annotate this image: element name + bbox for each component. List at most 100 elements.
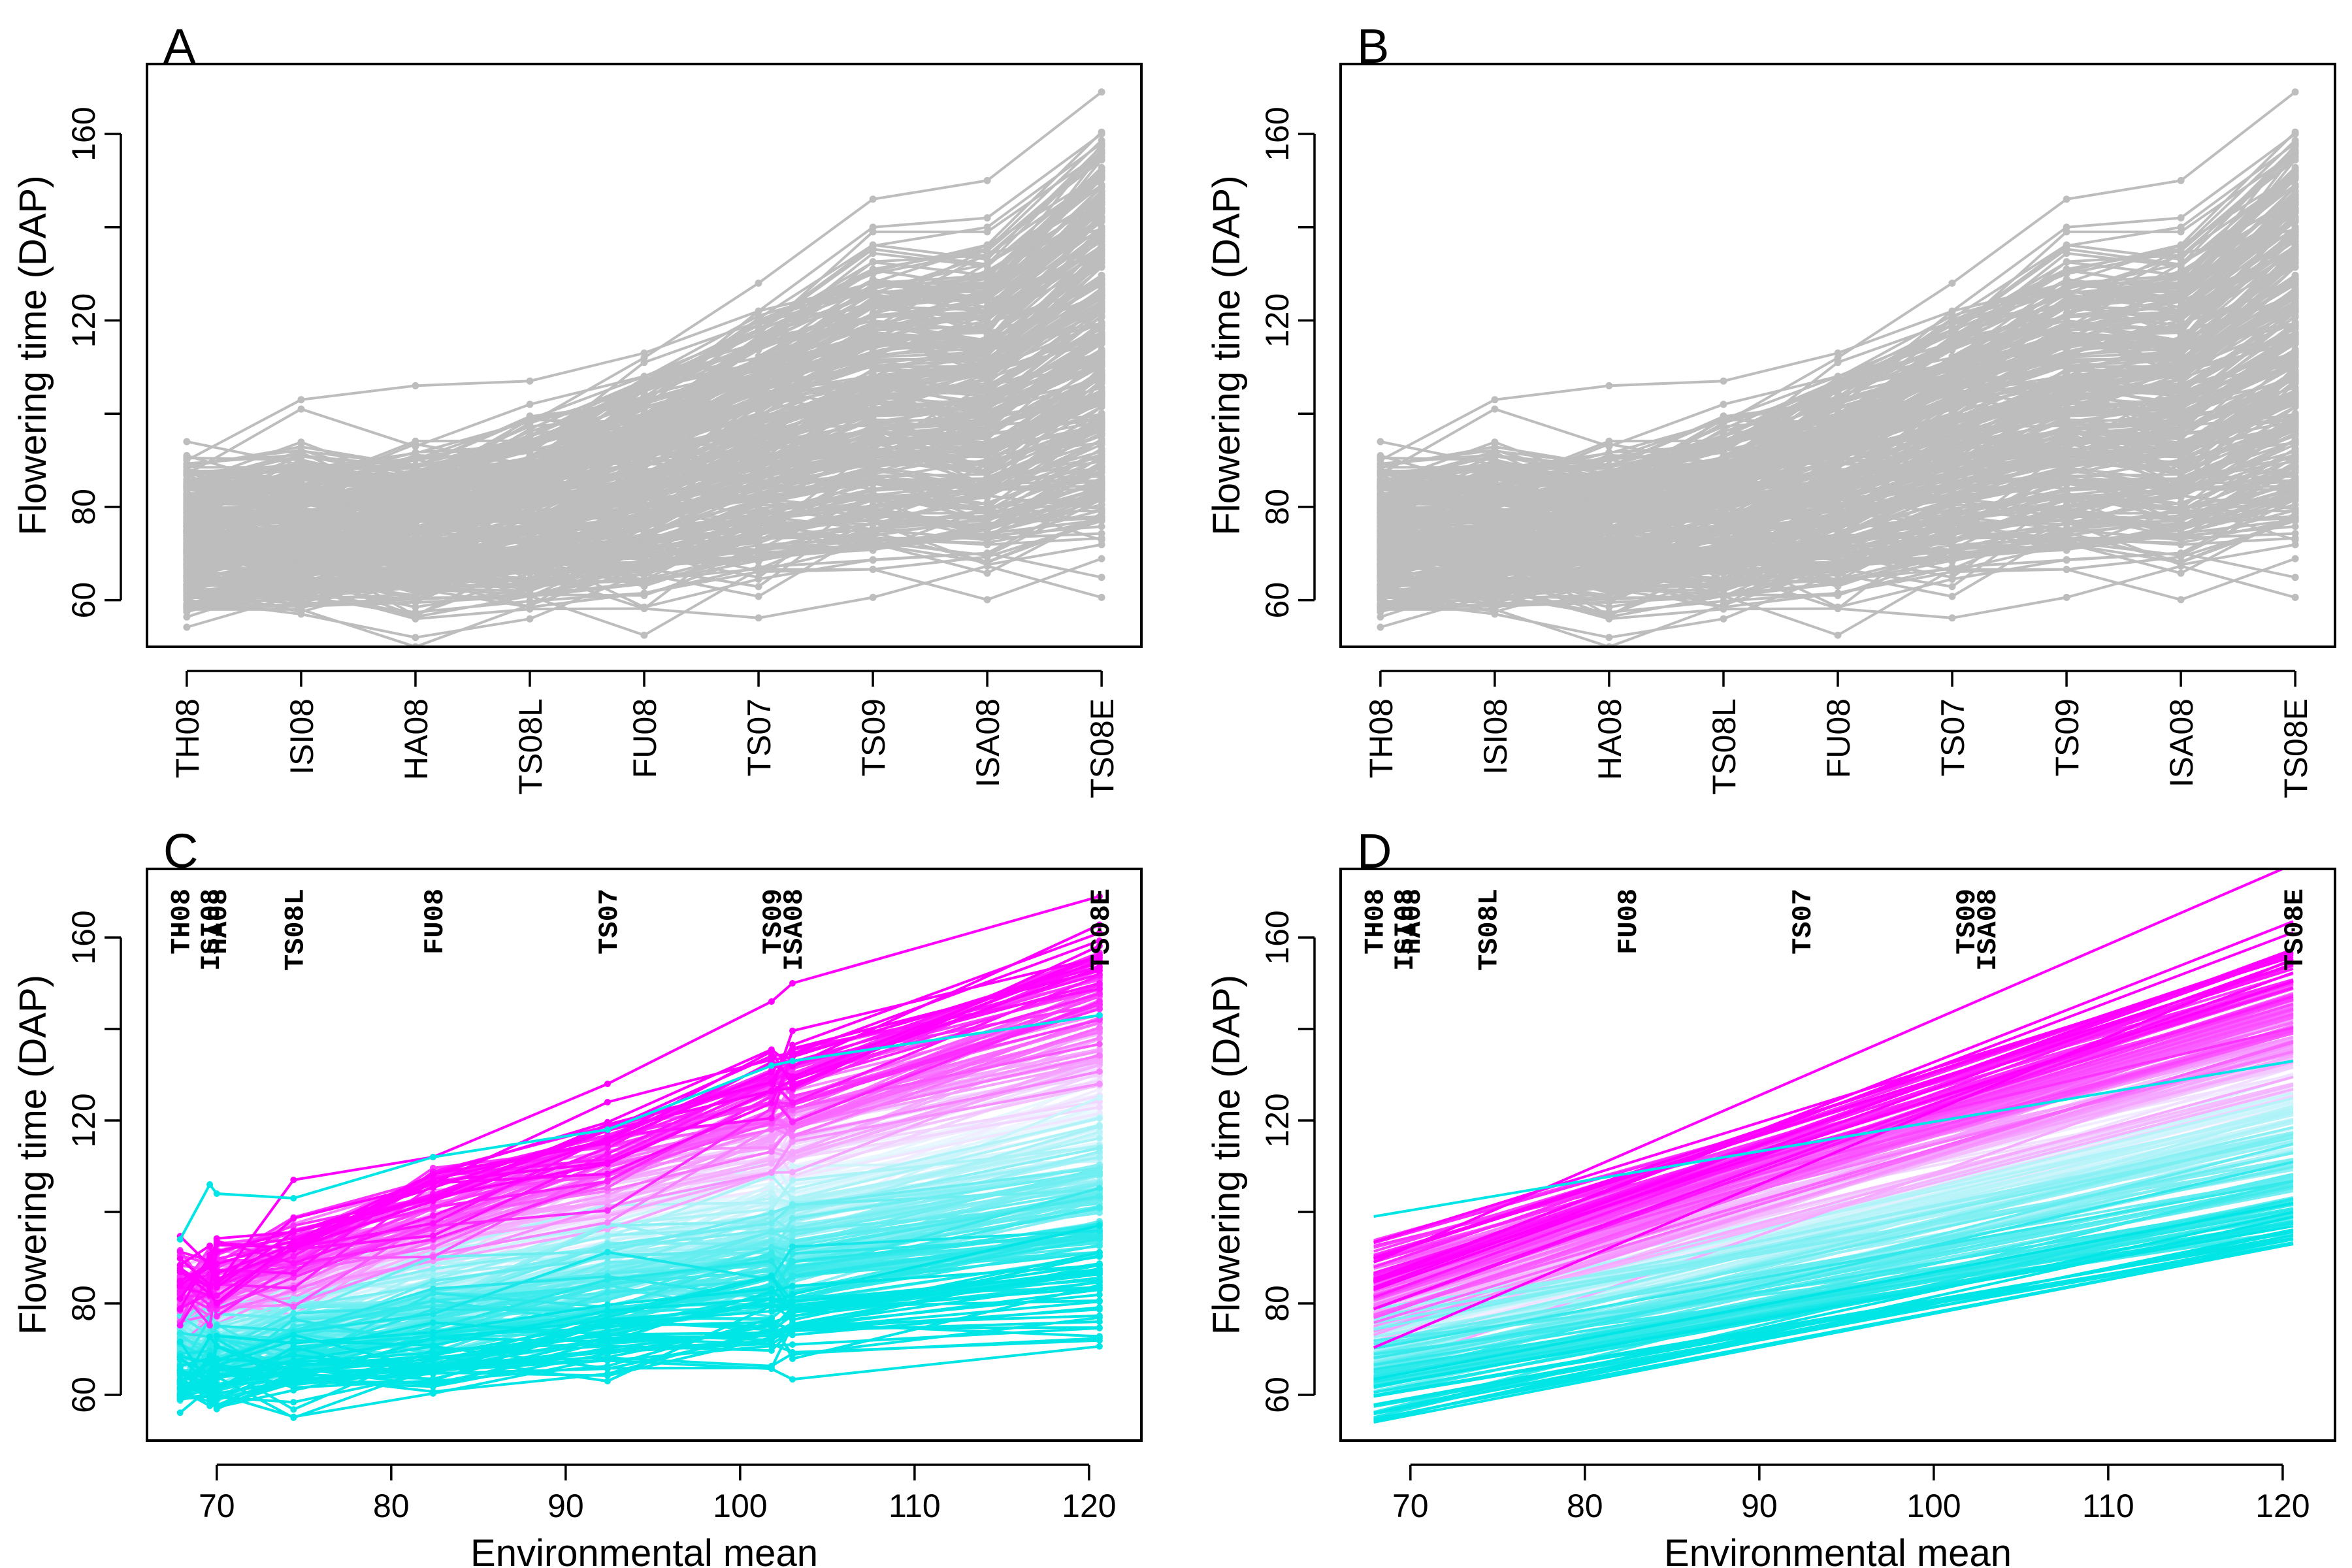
data-point [640, 395, 648, 402]
data-point [1948, 553, 1956, 561]
data-point [2063, 566, 2070, 573]
data-point [869, 556, 877, 564]
data-point [1098, 231, 1105, 239]
data-point [983, 241, 991, 249]
data-point [2291, 322, 2299, 330]
data-point [755, 510, 762, 518]
data-point [640, 582, 648, 590]
data-point [755, 462, 762, 470]
data-point [297, 535, 305, 543]
data-point [755, 527, 762, 534]
data-point [983, 261, 991, 269]
data-point [412, 502, 419, 510]
data-point [755, 536, 762, 544]
data-point [983, 385, 991, 393]
data-point [297, 606, 305, 613]
data-point [2177, 530, 2185, 538]
plot-frame [146, 63, 1143, 648]
data-point [526, 455, 534, 463]
data-point [1098, 574, 1105, 581]
x-tick-label: TH08 [169, 698, 206, 778]
data-point [983, 559, 991, 566]
data-point [412, 603, 419, 611]
data-point [869, 426, 877, 434]
data-point [526, 467, 534, 475]
data-point [412, 612, 419, 619]
data-point [1605, 537, 1613, 545]
data-point [183, 480, 191, 487]
data-point [2063, 453, 2070, 461]
y-tick-label: 120 [65, 293, 102, 348]
data-point [869, 336, 877, 344]
data-point [755, 431, 762, 439]
data-point [2063, 543, 2070, 551]
data-point [2291, 439, 2299, 447]
data-point [755, 468, 762, 476]
data-point [1948, 476, 1956, 484]
x-tick-label: ISA08 [970, 698, 1006, 787]
data-point [983, 357, 991, 365]
data-point [297, 546, 305, 554]
data-point [2291, 331, 2299, 338]
data-point [1098, 463, 1105, 471]
data-point [983, 336, 991, 344]
data-point [2291, 530, 2299, 538]
data-point [297, 515, 305, 523]
data-point [2291, 473, 2299, 480]
data-point [869, 440, 877, 448]
data-point [526, 546, 534, 554]
data-point [526, 509, 534, 516]
data-point [983, 440, 991, 448]
data-point [869, 388, 877, 396]
data-point [983, 410, 991, 417]
data-point [755, 553, 762, 561]
y-tick-label: 160 [65, 106, 102, 161]
data-point [2177, 431, 2185, 438]
data-point [183, 564, 191, 572]
data-point [640, 631, 648, 639]
data-point [869, 485, 877, 493]
data-point [412, 543, 419, 551]
data-point [869, 242, 877, 250]
data-point [1834, 545, 1842, 553]
data-point [640, 497, 648, 505]
data-point [640, 382, 648, 389]
data-point [2177, 569, 2185, 577]
data-point [1098, 372, 1105, 380]
data-point [755, 415, 762, 423]
data-point [1491, 595, 1499, 602]
data-point [1098, 593, 1105, 601]
data-point [983, 530, 991, 538]
data-point [183, 463, 191, 471]
data-point [983, 252, 991, 259]
data-point [983, 375, 991, 383]
data-point [983, 424, 991, 432]
data-point [183, 484, 191, 492]
data-point [869, 480, 877, 487]
data-point [983, 274, 991, 282]
data-point [2291, 453, 2299, 461]
data-point [640, 540, 648, 547]
data-point [983, 461, 991, 469]
data-point [1948, 468, 1956, 476]
data-point [297, 396, 305, 404]
data-point [2291, 500, 2299, 508]
data-point [869, 258, 877, 266]
data-point [1098, 396, 1105, 404]
data-point [1377, 564, 1384, 572]
data-point [2063, 593, 2070, 601]
data-point [2063, 525, 2070, 533]
data-point [640, 349, 648, 357]
data-point [2291, 396, 2299, 404]
data-point [183, 438, 191, 446]
data-point [983, 392, 991, 400]
data-point [412, 634, 419, 642]
data-point [983, 517, 991, 525]
data-point [1834, 532, 1842, 540]
data-point [1098, 494, 1105, 502]
data-point [983, 431, 991, 438]
data-point [1098, 453, 1105, 461]
data-point [755, 342, 762, 350]
x-axis: TH08 ISI08 HA08 TS08L FU08 TS07 TS09 ISA08 TS08E [169, 670, 1120, 798]
data-point [526, 567, 534, 575]
